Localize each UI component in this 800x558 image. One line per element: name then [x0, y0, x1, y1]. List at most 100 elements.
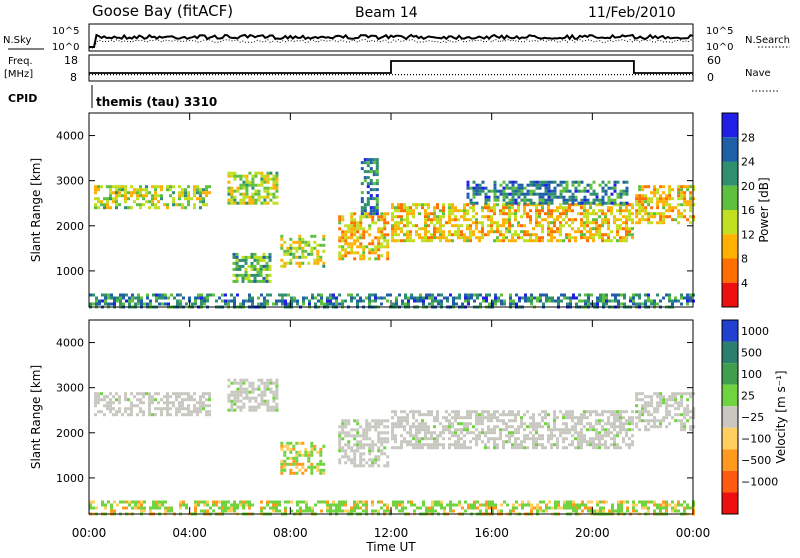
heatmap-cell	[605, 296, 608, 300]
heatmap-cell	[362, 299, 365, 303]
heatmap-cell	[598, 419, 601, 423]
heatmap-cell	[442, 224, 445, 228]
heatmap-cell	[490, 419, 493, 423]
heatmap-cell	[683, 506, 686, 510]
heatmap-cell	[541, 437, 544, 441]
heatmap-cell	[430, 413, 433, 417]
heatmap-cell	[538, 192, 542, 196]
heatmap-cell	[301, 441, 305, 445]
heatmap-cell	[644, 200, 648, 204]
heatmap-cell	[383, 233, 387, 237]
heatmap-cell	[193, 410, 196, 414]
heatmap-cell	[433, 230, 436, 234]
heatmap-cell	[635, 416, 639, 420]
heatmap-cell	[631, 440, 634, 444]
heatmap-cell	[541, 416, 544, 420]
heatmap-cell	[680, 185, 684, 189]
heatmap-cell	[169, 194, 172, 198]
heatmap-cell	[184, 392, 187, 396]
heatmap-cell	[505, 236, 508, 240]
heatmap-cell	[360, 197, 364, 201]
heatmap-cell	[94, 392, 97, 396]
heatmap-cell	[532, 180, 536, 184]
heatmap-cell	[514, 186, 518, 190]
heatmap-cell	[375, 182, 379, 186]
heatmap-cell	[625, 201, 629, 205]
heatmap-cell	[457, 440, 460, 444]
colorbar-tick-label: 12	[741, 228, 755, 241]
heatmap-cell	[466, 195, 470, 199]
heatmap-cell	[559, 431, 562, 435]
heatmap-cell	[565, 212, 568, 216]
heatmap-cell	[107, 500, 110, 504]
heatmap-cell	[638, 296, 641, 300]
heatmap-cell	[517, 221, 520, 225]
heatmap-cell	[445, 239, 448, 243]
heatmap-cell	[619, 413, 622, 417]
heatmap-cell	[347, 446, 351, 450]
heatmap-cell	[550, 209, 553, 213]
heatmap-cell	[124, 395, 127, 399]
heatmap-cell	[538, 215, 541, 219]
heatmap-cell	[650, 401, 654, 405]
heatmap-cell	[233, 399, 237, 403]
heatmap-cell	[650, 212, 654, 216]
heatmap-cell	[319, 462, 323, 466]
heatmap-cell	[523, 186, 527, 190]
heatmap-cell	[514, 192, 518, 196]
heatmap-cell	[280, 237, 284, 241]
heatmap-cell	[496, 221, 499, 225]
heatmap-cell	[493, 410, 496, 414]
heatmap-cell	[307, 459, 311, 463]
heatmap-cell	[412, 239, 415, 243]
heatmap-cell	[260, 506, 263, 510]
heatmap-cell	[442, 212, 445, 216]
heatmap-cell	[344, 251, 348, 255]
heatmap-cell	[457, 413, 460, 417]
heatmap-cell	[235, 261, 239, 265]
heatmap-cell	[362, 509, 365, 513]
heatmap-cell	[230, 189, 234, 193]
heatmap-cell	[375, 197, 379, 201]
heatmap-cell	[583, 189, 587, 193]
heatmap-cell	[553, 180, 557, 184]
heatmap-cell	[586, 230, 589, 234]
heatmap-cell	[296, 503, 299, 507]
heatmap-cell	[610, 206, 613, 210]
heatmap-cell	[136, 413, 139, 417]
heatmap-cell	[422, 296, 425, 300]
heatmap-cell	[626, 506, 629, 510]
heatmap-cell	[227, 384, 231, 388]
heatmap-cell	[341, 302, 344, 306]
heatmap-cell	[562, 189, 566, 193]
heatmap-cell	[380, 440, 384, 444]
heatmap-cell	[371, 248, 375, 252]
heatmap-cell	[424, 233, 427, 237]
heatmap-cell	[544, 410, 547, 414]
heatmap-cell	[641, 419, 645, 423]
heatmap-cell	[133, 188, 136, 192]
heatmap-cell	[629, 296, 632, 300]
heatmap-cell	[574, 239, 577, 243]
heatmap-cell	[133, 404, 136, 408]
heatmap-cell	[566, 503, 569, 507]
heatmap-cell	[353, 461, 357, 465]
heatmap-cell	[569, 503, 572, 507]
heatmap-cell	[475, 201, 479, 205]
heatmap-cell	[347, 419, 351, 423]
heatmap-cell	[409, 206, 412, 210]
heatmap-cell	[686, 413, 690, 417]
heatmap-cell	[208, 392, 211, 396]
heatmap-cell	[586, 422, 589, 426]
heatmap-cell	[415, 224, 418, 228]
heatmap-cell	[535, 212, 538, 216]
heatmap-cell	[550, 428, 553, 432]
heatmap-cell	[463, 428, 466, 432]
heatmap-cell	[455, 503, 458, 507]
heatmap-cell	[577, 443, 580, 447]
heatmap-cell	[232, 261, 236, 265]
heatmap-cell	[360, 212, 364, 216]
heatmap-cell	[319, 258, 323, 262]
station-title: Goose Bay (fitACF)	[92, 2, 233, 20]
